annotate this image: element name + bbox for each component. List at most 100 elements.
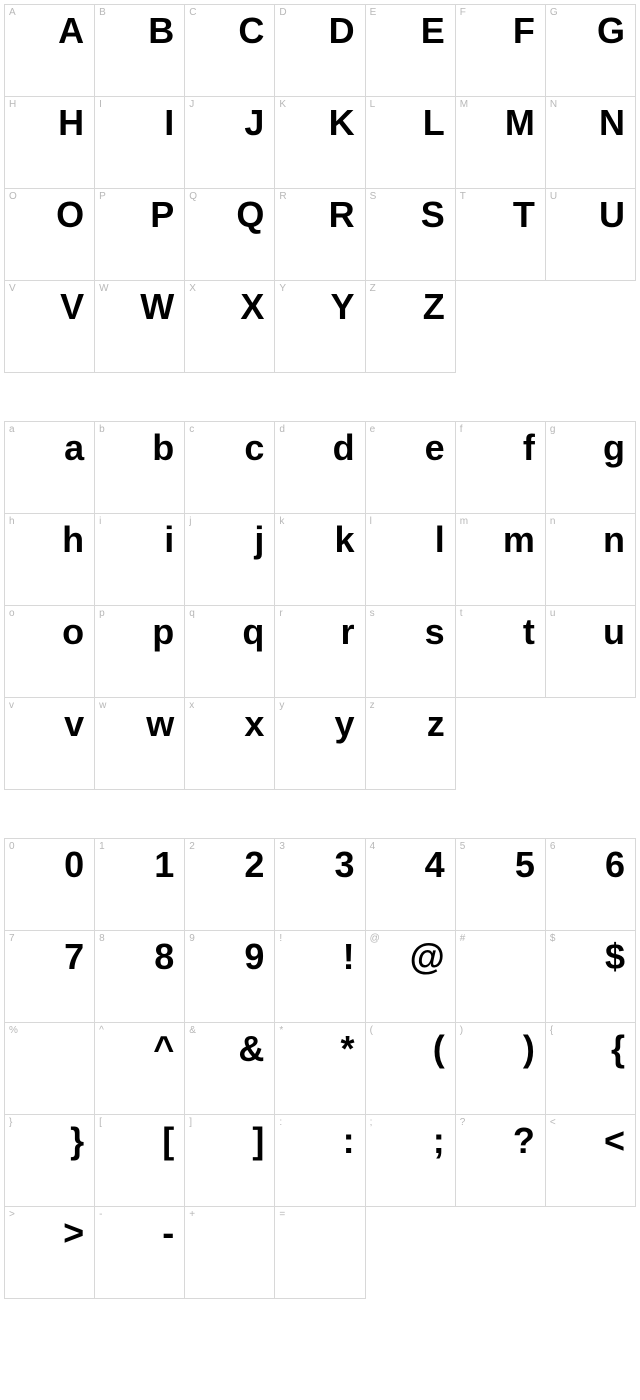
glyph-key-label: u (550, 608, 556, 619)
glyph-cell: PP (95, 189, 185, 281)
glyph-display: 3 (335, 843, 355, 887)
glyph-cell: && (185, 1023, 275, 1115)
glyph-display: > (63, 1211, 84, 1255)
glyph-key-label: k (279, 516, 284, 527)
glyph-key-label: E (370, 7, 377, 18)
glyph-key-label: 5 (460, 841, 466, 852)
glyph-display: u (603, 610, 625, 654)
glyph-key-label: + (189, 1209, 195, 1220)
glyph-display: j (254, 518, 264, 562)
glyph-key-label: L (370, 99, 376, 110)
glyph-cell: 99 (185, 931, 275, 1023)
glyph-cell: dd (275, 422, 365, 514)
glyph-display: l (435, 518, 445, 562)
glyph-key-label: 9 (189, 933, 195, 944)
glyph-display: Q (236, 193, 264, 237)
glyph-cell: HH (5, 97, 95, 189)
glyph-display: 5 (515, 843, 535, 887)
glyph-key-label: O (9, 191, 17, 202)
glyph-cell: (( (366, 1023, 456, 1115)
glyph-key-label: V (9, 283, 16, 294)
glyph-key-label: e (370, 424, 376, 435)
glyph-display: a (64, 426, 84, 470)
glyph-key-label: ? (460, 1117, 466, 1128)
glyph-key-label: K (279, 99, 286, 110)
glyph-display: F (513, 9, 535, 53)
glyph-key-label: C (189, 7, 196, 18)
glyph-cell: BB (95, 5, 185, 97)
glyph-display: L (423, 101, 445, 145)
glyph-display: f (523, 426, 535, 470)
glyph-cell: ** (275, 1023, 365, 1115)
glyph-key-label: f (460, 424, 463, 435)
glyph-key-label: Z (370, 283, 376, 294)
glyph-cell: TT (456, 189, 546, 281)
glyph-cell: uu (546, 606, 636, 698)
glyph-display: G (597, 9, 625, 53)
glyph-cell: ]] (185, 1115, 275, 1207)
glyph-display: M (505, 101, 535, 145)
glyph-display: s (425, 610, 445, 654)
glyph-key-label: v (9, 700, 14, 711)
glyph-cell: cc (185, 422, 275, 514)
glyph-display: & (238, 1027, 264, 1071)
glyph-display: b (152, 426, 174, 470)
glyph-cell: qq (185, 606, 275, 698)
glyph-cell: MM (456, 97, 546, 189)
glyph-cell: GG (546, 5, 636, 97)
glyph-display: W (140, 285, 174, 329)
glyph-display: d (333, 426, 355, 470)
glyph-display: z (427, 702, 445, 746)
glyph-key-label: & (189, 1025, 196, 1036)
glyph-key-label: n (550, 516, 556, 527)
glyph-cell: = (275, 1207, 365, 1299)
empty-cell (366, 1207, 456, 1299)
glyph-key-label: G (550, 7, 558, 18)
glyph-display: 7 (64, 935, 84, 979)
glyph-key-label: > (9, 1209, 15, 1220)
glyph-cell: @@ (366, 931, 456, 1023)
glyph-cell: RR (275, 189, 365, 281)
glyph-cell: ee (366, 422, 456, 514)
glyph-display: S (421, 193, 445, 237)
glyph-cell: OO (5, 189, 95, 281)
glyph-key-label: N (550, 99, 557, 110)
glyph-key-label: a (9, 424, 15, 435)
glyph-key-label: $ (550, 933, 556, 944)
glyph-display: y (335, 702, 355, 746)
glyph-key-label: % (9, 1025, 18, 1036)
glyph-cell: pp (95, 606, 185, 698)
glyph-display: t (523, 610, 535, 654)
empty-cell (456, 1207, 546, 1299)
glyph-cell: aa (5, 422, 95, 514)
empty-cell (546, 281, 636, 373)
glyph-cell: QQ (185, 189, 275, 281)
glyph-key-label: l (370, 516, 372, 527)
glyph-key-label: 7 (9, 933, 15, 944)
glyph-key-label: T (460, 191, 466, 202)
glyph-cell: ;; (366, 1115, 456, 1207)
glyph-display: 0 (64, 843, 84, 887)
glyph-display: $ (605, 935, 625, 979)
glyph-key-label: ! (279, 933, 282, 944)
glyph-cell: ww (95, 698, 185, 790)
glyph-key-label: J (189, 99, 194, 110)
glyph-grid: AABBCCDDEEFFGGHHIIJJKKLLMMNNOOPPQQRRSSTT… (4, 4, 636, 373)
glyph-cell: SS (366, 189, 456, 281)
glyph-key-label: ^ (99, 1025, 104, 1036)
glyph-cell: [[ (95, 1115, 185, 1207)
glyph-cell: ff (456, 422, 546, 514)
glyph-key-label: Y (279, 283, 286, 294)
glyph-key-label: Q (189, 191, 197, 202)
glyph-key-label: w (99, 700, 106, 711)
glyph-display: H (58, 101, 84, 145)
glyph-key-label: # (460, 933, 466, 944)
glyph-key-label: S (370, 191, 377, 202)
glyph-display: q (242, 610, 264, 654)
glyph-cell: oo (5, 606, 95, 698)
character-map: AABBCCDDEEFFGGHHIIJJKKLLMMNNOOPPQQRRSSTT… (4, 4, 636, 1299)
glyph-key-label: o (9, 608, 15, 619)
glyph-key-label: q (189, 608, 195, 619)
glyph-display: ) (523, 1027, 535, 1071)
glyph-key-label: I (99, 99, 102, 110)
